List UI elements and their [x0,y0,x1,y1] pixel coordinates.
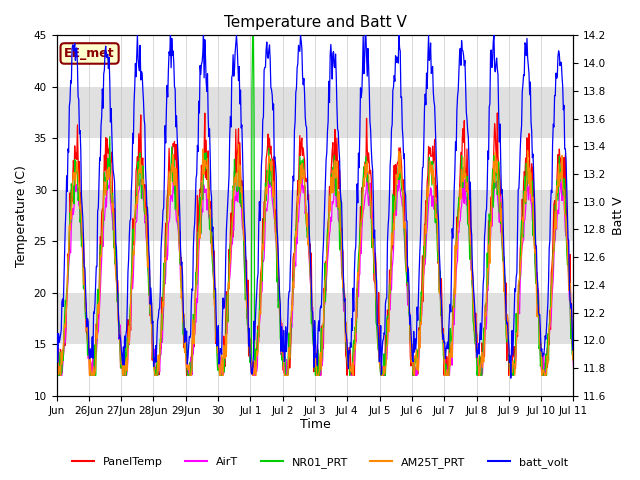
Text: EE_met: EE_met [64,47,115,60]
Legend: PanelTemp, AirT, NR01_PRT, AM25T_PRT, batt_volt: PanelTemp, AirT, NR01_PRT, AM25T_PRT, ba… [68,452,572,472]
Title: Temperature and Batt V: Temperature and Batt V [223,15,406,30]
Y-axis label: Batt V: Batt V [612,196,625,235]
X-axis label: Time: Time [300,419,330,432]
Bar [56,87,573,138]
Bar [56,190,573,241]
Bar [56,0,573,36]
Y-axis label: Temperature (C): Temperature (C) [15,165,28,266]
Bar [56,293,573,344]
